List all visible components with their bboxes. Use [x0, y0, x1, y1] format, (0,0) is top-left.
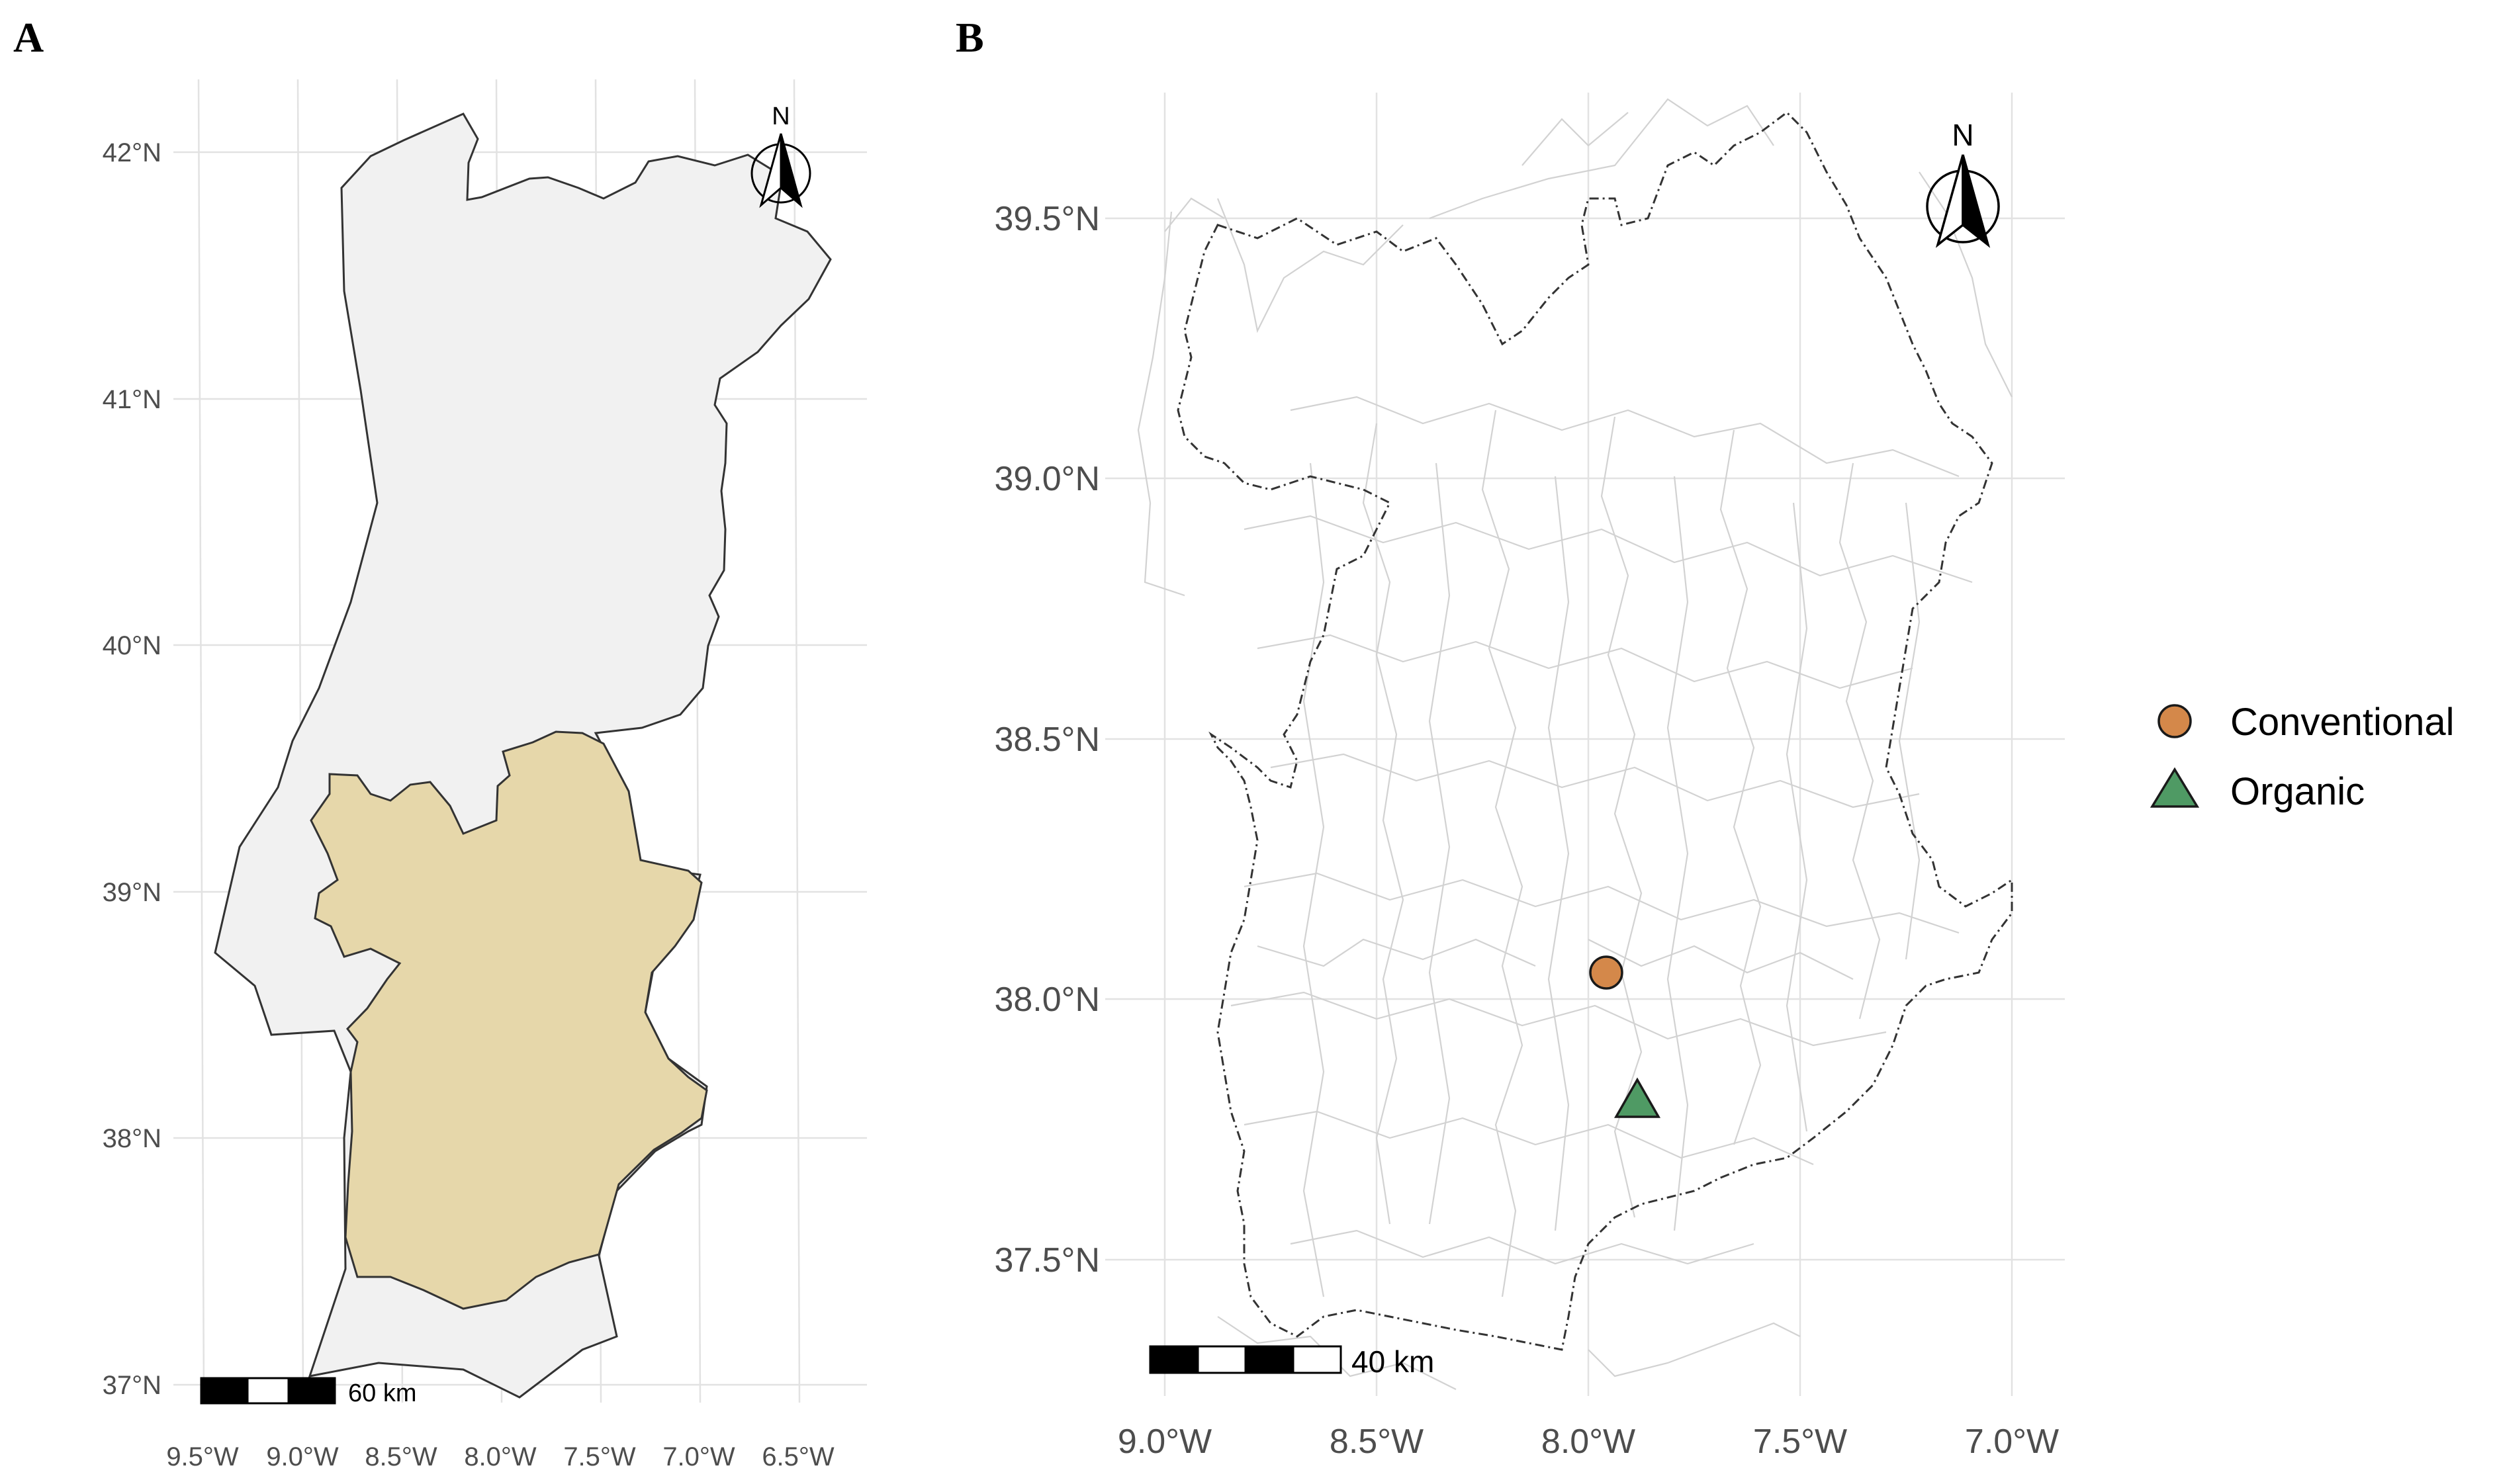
panel-b-scale-bar: 40 km	[1149, 1344, 1434, 1379]
lat-tick: 40°N	[103, 631, 161, 660]
lon-tick: 7.5°W	[563, 1442, 636, 1471]
lat-tick: 42°N	[103, 138, 161, 167]
lat-tick: 39.0°N	[994, 460, 1100, 498]
panel-b-legend: Conventional Organic	[2150, 701, 2455, 813]
panel-b-scale-label: 40 km	[1351, 1344, 1434, 1379]
lon-tick: 8.5°W	[365, 1442, 437, 1471]
legend-organic-label: Organic	[2230, 770, 2365, 813]
lat-tick: 38.5°N	[994, 720, 1100, 759]
lon-tick: 8.5°W	[1330, 1422, 1424, 1461]
panel-b-lat-ticks: 39.5°N 39.0°N 38.5°N 38.0°N 37.5°N	[994, 200, 1100, 1280]
panel-a-lon-ticks: 9.5°W 9.0°W 8.5°W 8.0°W 7.5°W 7.0°W 6.5°…	[166, 1442, 835, 1471]
alentejo-region	[310, 730, 708, 1310]
lon-tick: 7.0°W	[662, 1442, 735, 1471]
conventional-site-marker	[1589, 955, 1623, 990]
panel-a-scale-label: 60 km	[348, 1379, 416, 1407]
lat-tick: 37°N	[103, 1371, 161, 1400]
panel-a-map: N 60 km 42°N 41°N 40°N 39°N 38°N 37°N 9.…	[103, 79, 867, 1471]
lon-tick: 6.5°W	[762, 1442, 835, 1471]
lon-tick: 8.0°W	[1541, 1422, 1635, 1461]
panel-a-letter: A	[13, 14, 44, 61]
panel-b-lon-ticks: 9.0°W 8.5°W 8.0°W 7.5°W 7.0°W	[1118, 1422, 2059, 1461]
panel-b-letter: B	[956, 14, 984, 61]
panel-b-outer-boundaries	[1137, 98, 2013, 1390]
lat-tick: 38°N	[103, 1124, 161, 1153]
legend-organic-marker	[2150, 767, 2200, 808]
lat-tick: 39°N	[103, 878, 161, 907]
lat-tick: 41°N	[103, 385, 161, 414]
panel-b-grid	[1105, 93, 2065, 1396]
panel-a-north-arrow: N	[750, 103, 811, 208]
lon-tick: 9.0°W	[1118, 1422, 1212, 1461]
lat-tick: 38.0°N	[994, 981, 1100, 1019]
panel-b-municipalities	[1230, 396, 1973, 1297]
organic-site-marker	[1613, 1077, 1661, 1118]
panel-a-lat-ticks: 42°N 41°N 40°N 39°N 38°N 37°N	[103, 138, 161, 1400]
legend-conventional-marker	[2157, 704, 2192, 738]
panel-b-sites	[1589, 955, 1661, 1118]
panel-b-north-label: N	[1952, 118, 1973, 152]
lon-tick: 9.0°W	[266, 1442, 339, 1471]
lon-tick: 9.5°W	[166, 1442, 239, 1471]
panel-a-north-label: N	[772, 103, 790, 130]
alentejo-boundary	[1177, 111, 2013, 1351]
lat-tick: 39.5°N	[994, 200, 1100, 238]
lon-tick: 7.5°W	[1753, 1422, 1847, 1461]
legend-conventional-label: Conventional	[2230, 701, 2455, 744]
panel-b-north-arrow: N	[1926, 118, 2000, 248]
panel-b-map: N 40 km 39.5°N 39.0°N 38.5°N 38.0°N 37.5…	[994, 93, 2455, 1461]
lat-tick: 37.5°N	[994, 1241, 1100, 1280]
lon-tick: 7.0°W	[1965, 1422, 2059, 1461]
lon-tick: 8.0°W	[464, 1442, 537, 1471]
panel-a-scale-bar: 60 km	[200, 1377, 416, 1407]
